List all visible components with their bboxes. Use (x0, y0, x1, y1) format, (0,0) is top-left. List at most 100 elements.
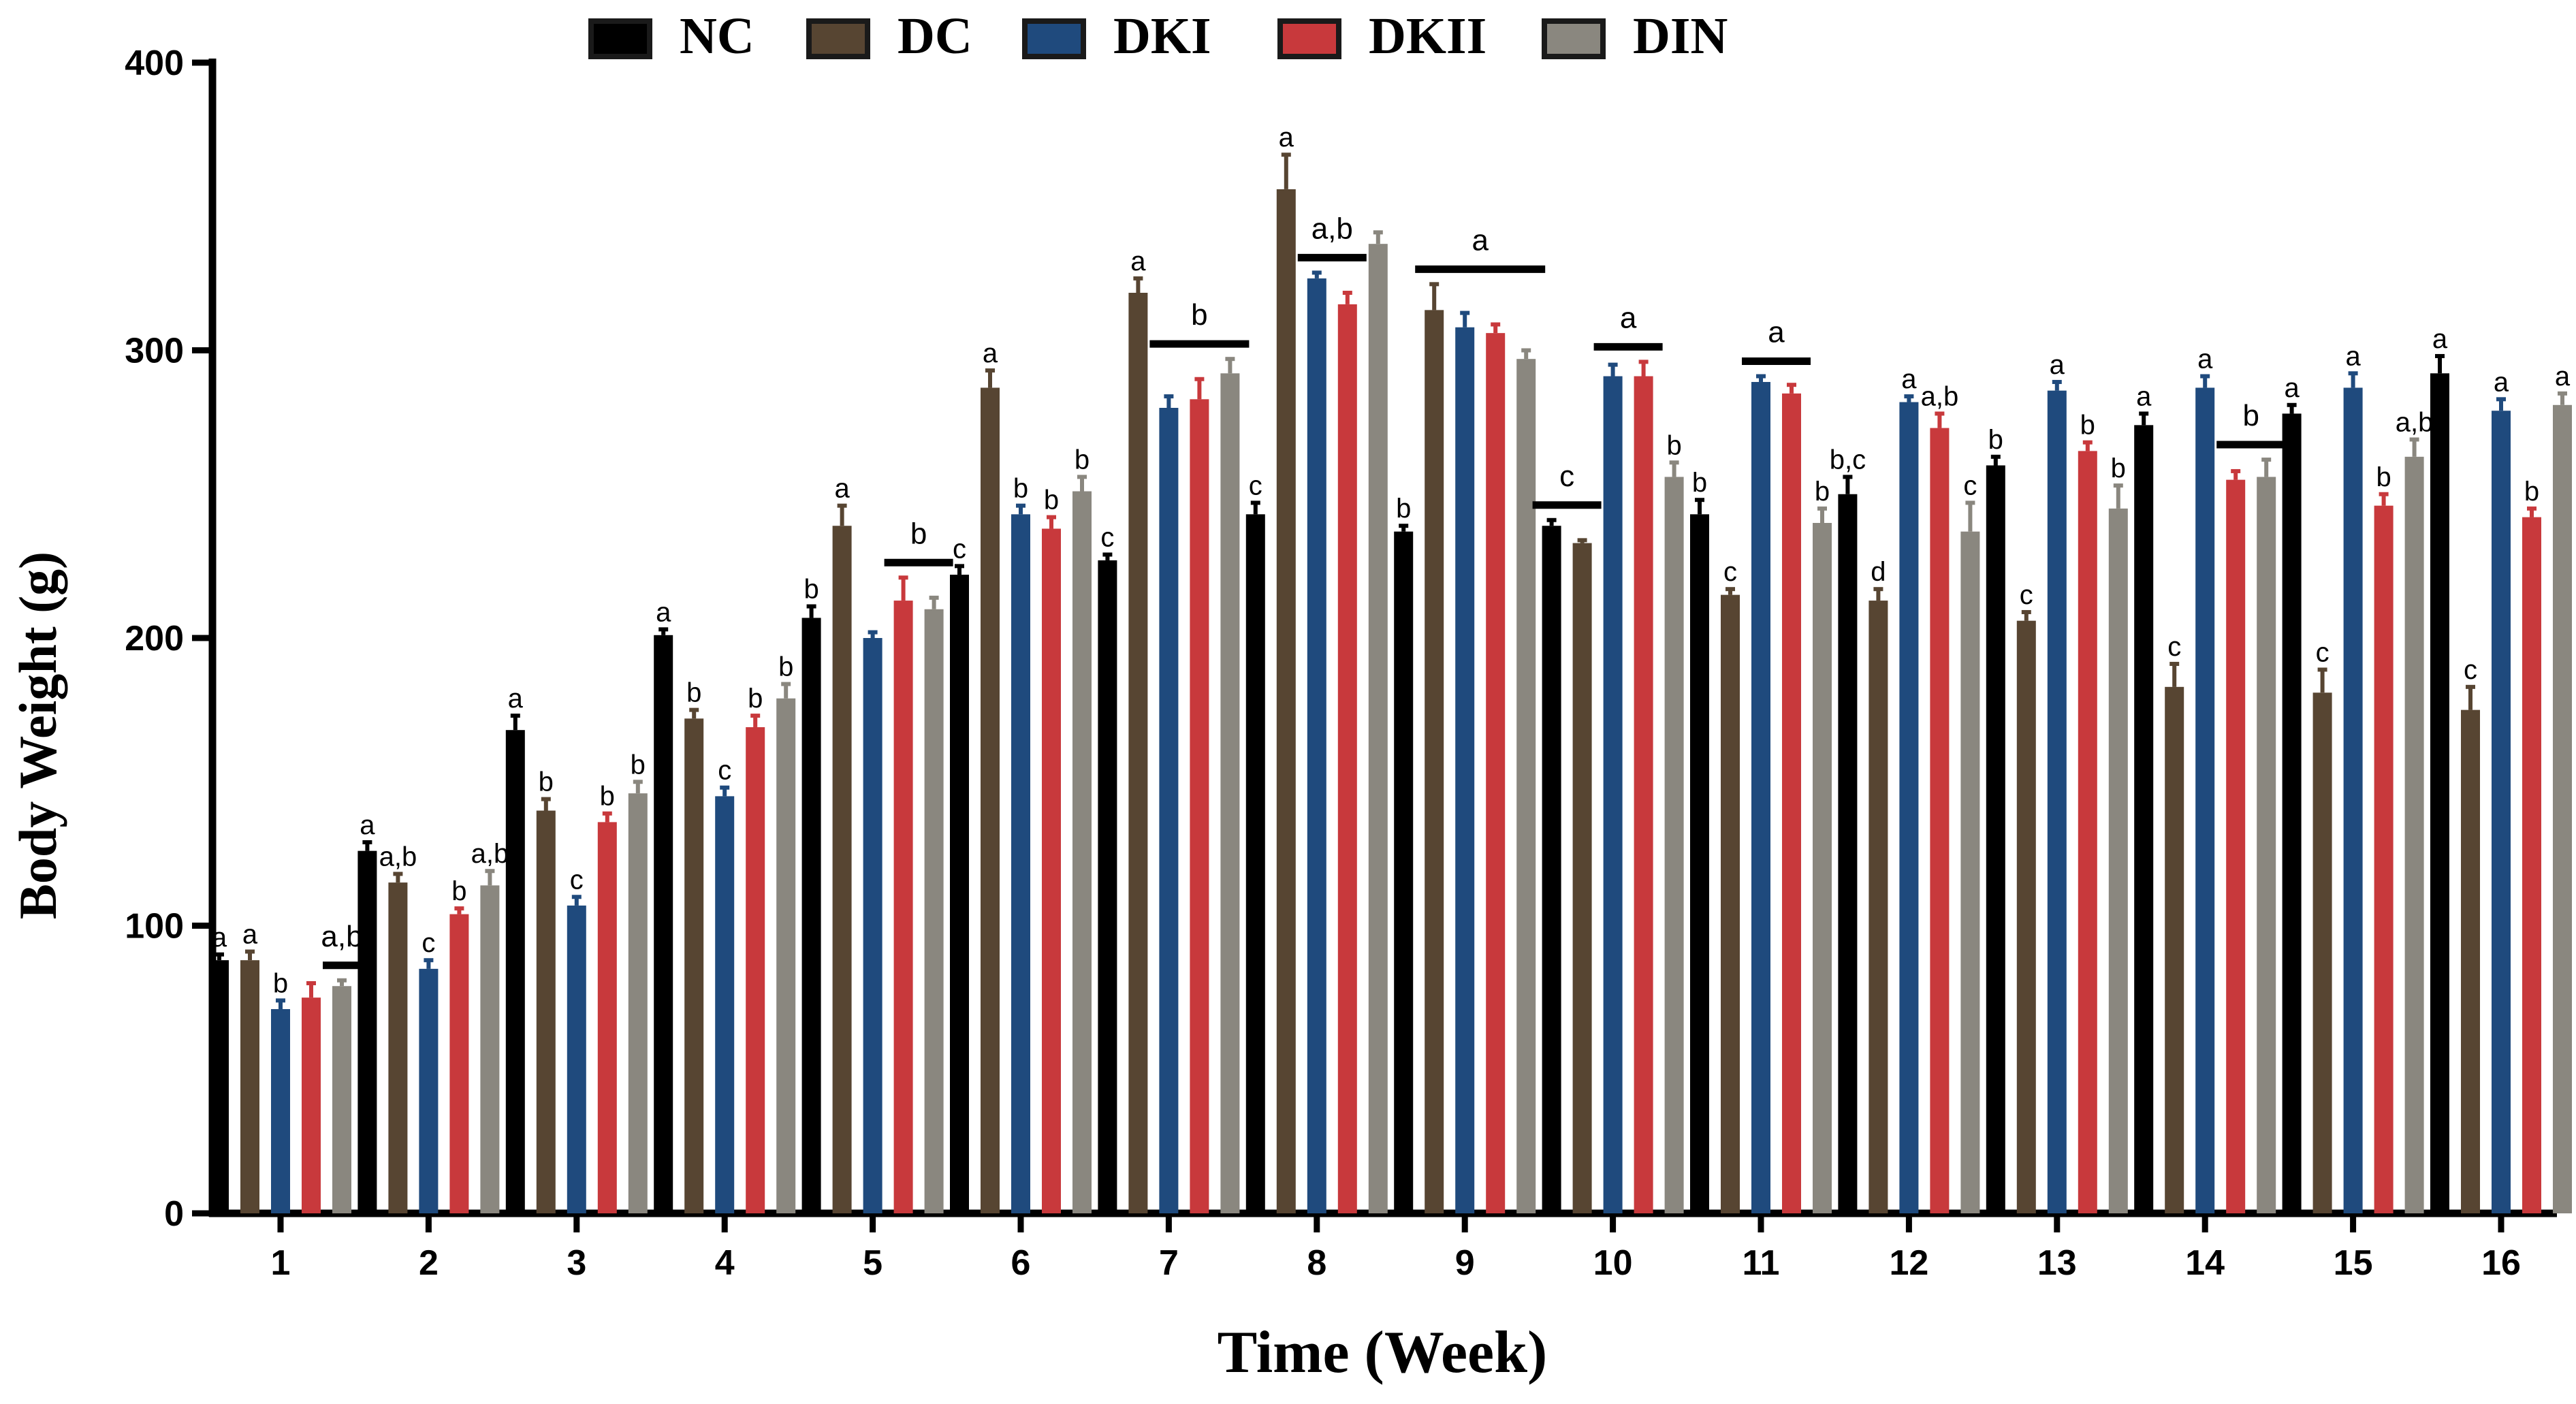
significance-letter: a (1279, 123, 1294, 153)
bar (1690, 514, 1709, 1214)
bar (2461, 709, 2480, 1213)
bar (1098, 560, 1117, 1213)
significance-letter: b (1666, 430, 1681, 460)
significance-letter: a (834, 474, 850, 504)
significance-letter: b (748, 684, 763, 714)
bar (2282, 413, 2302, 1214)
bar (1425, 310, 1444, 1214)
bar (981, 387, 1000, 1213)
bar (1782, 393, 1801, 1213)
bar (1930, 428, 1950, 1214)
bar (2108, 508, 2128, 1213)
x-tick-label: 16 (2481, 1243, 2521, 1283)
significance-letter: b (600, 782, 615, 812)
legend-label: DKII (1369, 7, 1486, 65)
group-significance-letter: b (2242, 399, 2259, 432)
bar (1368, 244, 1388, 1213)
x-tick-label: 7 (1159, 1243, 1179, 1283)
significance-letter: a (656, 597, 671, 627)
bar (1486, 333, 1506, 1213)
bar (1337, 304, 1357, 1213)
bar (2226, 479, 2246, 1213)
significance-letter: c (2020, 580, 2033, 610)
y-axis-label: Body Weight (g) (8, 552, 67, 919)
bar (2553, 404, 2572, 1213)
bar (567, 905, 586, 1213)
legend-swatch (1277, 18, 1341, 59)
x-tick-label: 5 (863, 1243, 882, 1283)
significance-letter: c (2464, 655, 2477, 685)
x-tick-label: 11 (1743, 1243, 1780, 1283)
bar (357, 850, 377, 1213)
x-tick-label: 6 (1011, 1243, 1031, 1283)
significance-letter: b (2376, 462, 2391, 492)
significance-letter: c (422, 928, 435, 958)
bar (950, 575, 969, 1213)
bar (2374, 505, 2394, 1213)
legend-swatch (1022, 18, 1086, 59)
bar (801, 618, 821, 1213)
group-significance-letter: a,b (321, 920, 362, 953)
significance-letter: b (1692, 468, 1707, 498)
significance-letter: b (804, 575, 818, 605)
group-significance-letter: b (1191, 298, 1207, 332)
significance-letter: b (451, 876, 466, 906)
bar (2492, 411, 2511, 1213)
bar (536, 810, 556, 1213)
bar (240, 960, 259, 1213)
significance-letter: a (1130, 246, 1146, 276)
significance-letter: c (718, 756, 731, 786)
x-tick-label: 12 (1889, 1243, 1928, 1283)
significance-letter: c (953, 534, 966, 564)
significance-letter: b (778, 652, 793, 682)
bar (419, 968, 439, 1213)
legend-swatch (588, 18, 652, 59)
bar (1986, 465, 2005, 1213)
significance-letter: b (631, 750, 646, 780)
x-tick-label: 4 (715, 1243, 735, 1283)
bar (1542, 526, 1561, 1213)
bar (1220, 373, 1240, 1213)
bar (1634, 376, 1653, 1213)
legend-label: NC (680, 7, 754, 65)
bar (505, 730, 525, 1213)
y-tick-label: 100 (125, 907, 184, 946)
x-tick-label: 15 (2334, 1243, 2373, 1283)
bar (1190, 399, 1209, 1214)
bar (746, 727, 765, 1213)
bar (271, 1009, 290, 1213)
significance-letter: a (2345, 341, 2361, 371)
bar (1128, 293, 1148, 1213)
bar (2430, 373, 2449, 1213)
bar (893, 601, 913, 1213)
bar (628, 793, 648, 1213)
bar (1960, 531, 1980, 1213)
bar (2312, 692, 2332, 1213)
bar (2404, 456, 2424, 1214)
legend: NC DC DKI DKII DIN (588, 7, 1728, 65)
x-tick-label: 14 (2185, 1243, 2225, 1283)
bar (2343, 387, 2363, 1213)
significance-letter: a (508, 684, 524, 714)
significance-letter: a (2432, 324, 2448, 354)
bar (1042, 528, 1061, 1213)
x-tick-label: 2 (419, 1243, 439, 1283)
significance-letter: c (2167, 632, 2181, 662)
group-significance-letter: a (1472, 223, 1489, 257)
bar (1394, 531, 1414, 1213)
significance-letter: a (360, 810, 375, 840)
bar (832, 526, 852, 1213)
bar (1838, 494, 1858, 1213)
significance-letter: a (1901, 364, 1917, 394)
bar (654, 635, 673, 1213)
significance-letter: a (2050, 350, 2065, 380)
significance-letter: a,b (2396, 407, 2434, 437)
y-tick-label: 0 (164, 1194, 184, 1234)
group-significance-letter: a (1620, 301, 1637, 334)
bar (1011, 514, 1030, 1214)
bar (1307, 278, 1326, 1213)
bar (863, 638, 882, 1213)
significance-letter: b (2080, 411, 2095, 441)
